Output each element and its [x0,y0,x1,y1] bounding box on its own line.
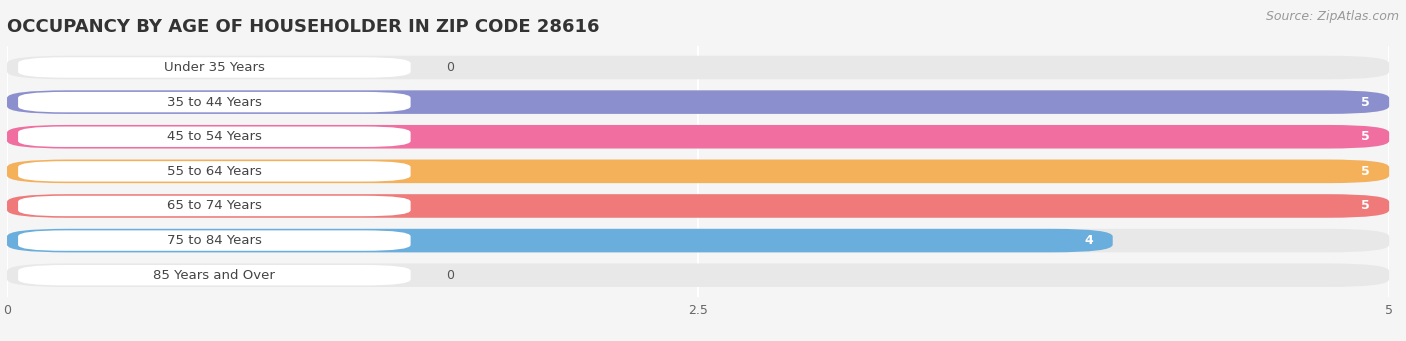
FancyBboxPatch shape [7,56,1389,79]
FancyBboxPatch shape [18,231,411,251]
Text: 5: 5 [1361,199,1369,212]
Text: 5: 5 [1361,165,1369,178]
FancyBboxPatch shape [18,161,411,181]
Text: 4: 4 [1084,234,1094,247]
FancyBboxPatch shape [7,264,1389,287]
Text: 85 Years and Over: 85 Years and Over [153,269,276,282]
Text: 75 to 84 Years: 75 to 84 Years [167,234,262,247]
FancyBboxPatch shape [7,160,1389,183]
Text: 0: 0 [447,269,454,282]
FancyBboxPatch shape [7,90,1389,114]
Text: 5: 5 [1361,95,1369,109]
Text: 45 to 54 Years: 45 to 54 Years [167,130,262,143]
Text: 0: 0 [447,61,454,74]
Text: OCCUPANCY BY AGE OF HOUSEHOLDER IN ZIP CODE 28616: OCCUPANCY BY AGE OF HOUSEHOLDER IN ZIP C… [7,18,599,36]
FancyBboxPatch shape [7,160,1389,183]
FancyBboxPatch shape [18,57,411,78]
Text: Source: ZipAtlas.com: Source: ZipAtlas.com [1265,10,1399,23]
Text: 55 to 64 Years: 55 to 64 Years [167,165,262,178]
FancyBboxPatch shape [7,229,1112,252]
Text: Under 35 Years: Under 35 Years [165,61,264,74]
FancyBboxPatch shape [7,90,1389,114]
Text: 5: 5 [1361,130,1369,143]
FancyBboxPatch shape [7,194,1389,218]
Text: 35 to 44 Years: 35 to 44 Years [167,95,262,109]
FancyBboxPatch shape [7,194,1389,218]
FancyBboxPatch shape [7,229,1389,252]
FancyBboxPatch shape [18,196,411,216]
Text: 65 to 74 Years: 65 to 74 Years [167,199,262,212]
FancyBboxPatch shape [18,92,411,112]
FancyBboxPatch shape [18,127,411,147]
FancyBboxPatch shape [7,125,1389,148]
FancyBboxPatch shape [7,125,1389,148]
FancyBboxPatch shape [18,265,411,285]
